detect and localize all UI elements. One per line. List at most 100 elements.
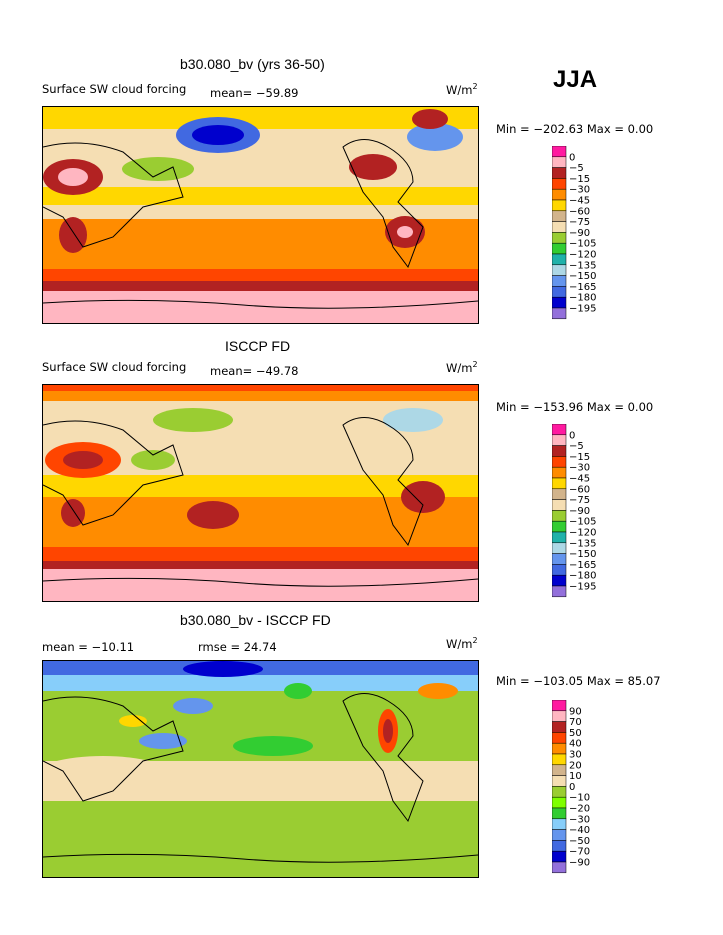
legend-tick-label: 90: [569, 706, 582, 717]
legend-swatch: [552, 829, 567, 841]
panel2-coast-eurafrica: [43, 420, 184, 526]
legend-swatch: [552, 542, 567, 554]
panel1-atlantic-cloud: [407, 123, 463, 151]
legend-tick-label: −10: [569, 793, 590, 804]
panel2-asia-green: [131, 450, 175, 470]
legend-tick-label: −90: [569, 228, 590, 239]
legend-swatch: [552, 499, 567, 511]
legend-tick-label: −30: [569, 814, 590, 825]
legend-swatch: [552, 167, 567, 179]
legend-swatch: [552, 253, 567, 266]
legend-swatch: [552, 156, 567, 168]
panel1-band-circ: [43, 281, 478, 291]
legend-swatch: [552, 264, 567, 276]
legend-tick-label: 10: [569, 771, 582, 782]
legend-tick-label: −75: [569, 495, 590, 506]
panel1-units: W/m2: [446, 82, 478, 97]
legend-tick-label: −30: [569, 185, 590, 196]
legend-swatch: [552, 796, 567, 809]
legend-swatch: [552, 742, 567, 755]
panel1-coast-americas: [342, 139, 424, 269]
legend-tick-label: −30: [569, 463, 590, 474]
legend-tick-label: 50: [569, 728, 582, 739]
legend-tick-label: −195: [569, 582, 596, 593]
panel1-variable-label: Surface SW cloud forcing: [42, 82, 187, 96]
legend-tick-label: 70: [569, 717, 582, 728]
legend-swatch: [552, 764, 567, 776]
legend-swatch: [552, 221, 567, 233]
panel3-coast-americas: [342, 693, 424, 823]
legend-tick-label: −75: [569, 217, 590, 228]
legend-swatch: [552, 146, 567, 158]
panel3-map-svg: [43, 661, 478, 877]
panel2-coast-americas: [342, 417, 424, 547]
panel2-mean: mean= −49.78: [210, 364, 299, 378]
legend-swatch: [552, 732, 567, 744]
panel3-title: b30.080_bv - ISCCP FD: [180, 612, 331, 628]
panel3-america-red: [383, 719, 393, 743]
legend-swatch: [552, 275, 567, 287]
legend-swatch: [552, 574, 567, 587]
legend-swatch: [552, 424, 567, 436]
legend-swatch: [552, 434, 567, 446]
legend-swatch: [552, 445, 567, 457]
panel1-band-antarctic: [43, 291, 478, 323]
legend-swatch: [552, 296, 567, 309]
panel3-band-south: [43, 801, 478, 877]
panel2-atlantic-blue: [383, 408, 443, 432]
legend-tick-label: −70: [569, 847, 590, 858]
panel3-pacific-tan: [253, 767, 373, 795]
panel2-samerica: [401, 481, 445, 513]
panel1-band-sub: [43, 269, 478, 281]
panel1-africa-core: [58, 168, 88, 186]
legend-swatch: [552, 840, 567, 852]
legend-swatch: [552, 286, 567, 298]
legend-swatch: [552, 775, 567, 787]
panel1-coast-antarctica: [43, 299, 478, 309]
legend-tick-label: 40: [569, 739, 582, 750]
panel2-band-tropic: [43, 475, 478, 497]
legend-tick-label: −15: [569, 174, 590, 185]
legend-tick-label: −180: [569, 571, 596, 582]
legend-tick-label: −105: [569, 517, 596, 528]
panel3-indian-tan: [43, 756, 173, 796]
panel1-map-svg: [43, 107, 478, 323]
legend-swatch: [552, 178, 567, 190]
legend-swatch: [552, 531, 567, 544]
panel1-coast-eurafrica: [43, 142, 184, 248]
panel2-africa-red: [63, 451, 103, 469]
legend-swatch: [552, 232, 567, 244]
legend-swatch: [552, 488, 567, 500]
legend-swatch: [552, 564, 567, 576]
panel2-min-max: Min = −153.96 Max = 0.00: [496, 400, 654, 414]
legend-swatch: [552, 585, 567, 598]
legend-swatch: [552, 700, 567, 712]
panel3-asia-yellow: [119, 715, 147, 727]
panel3-arctic-navy: [183, 661, 263, 677]
panel2-map: [42, 384, 479, 602]
legend-tick-label: −90: [569, 506, 590, 517]
panel2-safrica: [61, 499, 85, 527]
panel2-band-north: [43, 391, 478, 401]
panel1-min-max: Min = −202.63 Max = 0.00: [496, 122, 654, 136]
legend-tick-label: −165: [569, 282, 596, 293]
panel1-band-north: [43, 107, 478, 129]
panel2-australia: [187, 501, 239, 529]
panel1-band-tropic: [43, 187, 478, 205]
panel3-band-north: [43, 675, 478, 691]
panel3-units: W/m2: [446, 636, 478, 651]
panel1-title: b30.080_bv (yrs 36-50): [180, 56, 325, 72]
legend-swatch: [552, 753, 567, 766]
legend-swatch: [552, 242, 567, 255]
legend-swatch: [552, 466, 567, 479]
legend-swatch: [552, 520, 567, 533]
panel1-map: [42, 106, 479, 324]
legend-swatch: [552, 477, 567, 490]
legend-swatch: [552, 721, 567, 733]
panel2-variable-label: Surface SW cloud forcing: [42, 360, 187, 374]
legend-tick-label: −105: [569, 239, 596, 250]
panel2-legend: 0−5−15−30−45−60−75−90−105−120−135−150−16…: [552, 424, 596, 598]
legend-tick-label: −50: [569, 836, 590, 847]
legend-swatch: [552, 307, 567, 320]
